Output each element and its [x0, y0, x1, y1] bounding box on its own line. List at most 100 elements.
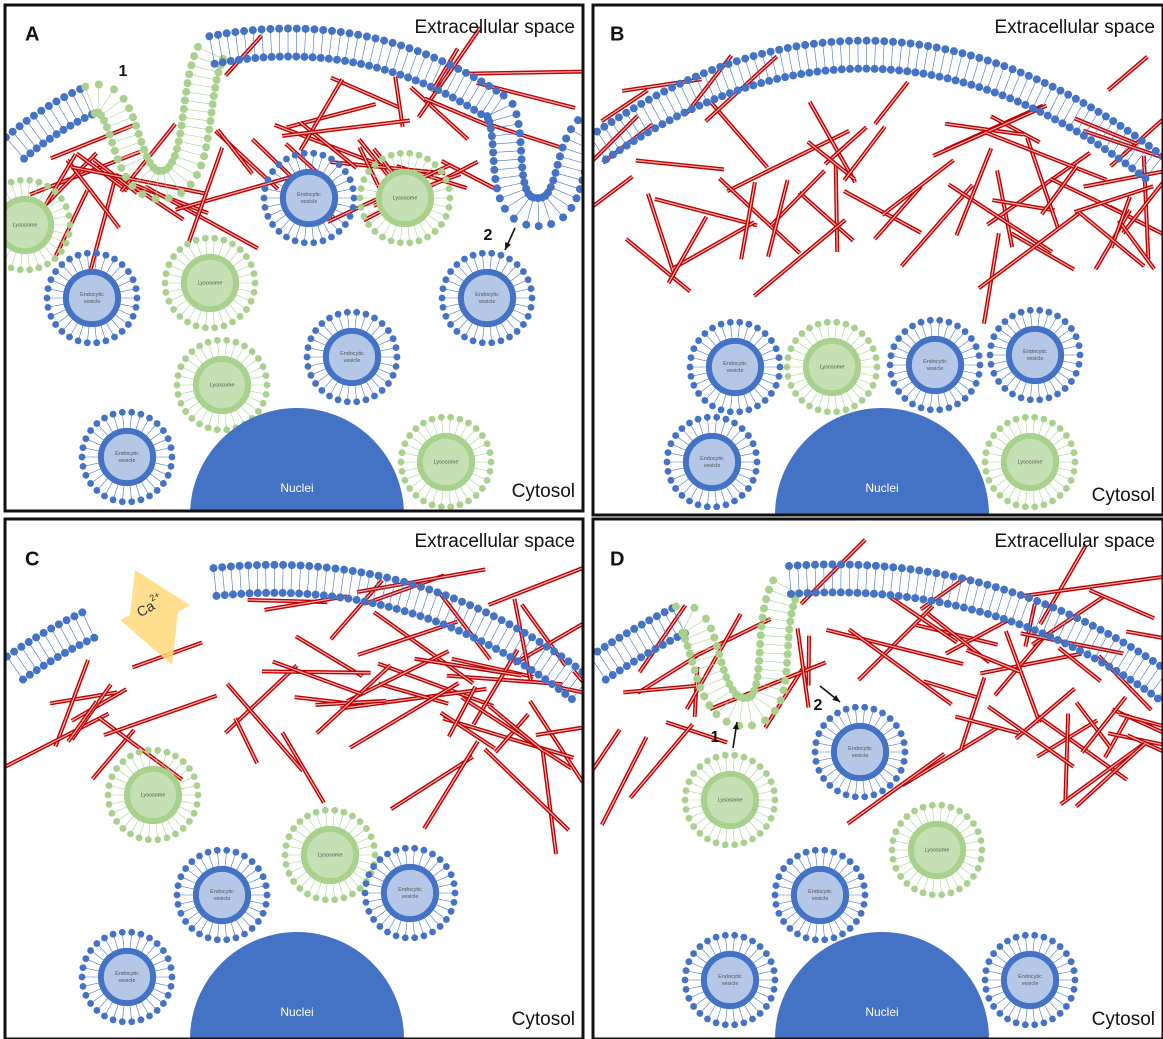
- lipid-head: [255, 865, 262, 872]
- lipid-head: [1087, 103, 1095, 111]
- lipid-head: [119, 498, 126, 505]
- lipid-head: [52, 268, 59, 275]
- lipid-head: [181, 96, 189, 104]
- lipid-head: [773, 75, 781, 83]
- lipid-head: [229, 241, 236, 248]
- lipid-tail: [932, 48, 937, 76]
- lipid-head: [406, 485, 413, 492]
- lipid-head: [895, 335, 902, 342]
- lipid-head: [335, 396, 342, 403]
- vesicle-label: Endocytic: [340, 351, 364, 357]
- lipid-head: [726, 89, 734, 97]
- lipid-head: [1049, 603, 1057, 611]
- lipid-head: [734, 86, 742, 94]
- lipid-head: [409, 580, 417, 588]
- lipid-head: [168, 964, 175, 971]
- lipid-head: [741, 754, 748, 761]
- lipid-head: [341, 809, 348, 816]
- lipid-head: [668, 84, 676, 92]
- lipid-head: [903, 813, 910, 820]
- lipid-head: [1112, 667, 1120, 675]
- lipid-head: [777, 696, 785, 704]
- lipid-head: [241, 931, 248, 938]
- lipid-head: [108, 773, 115, 780]
- vesicle-label: vesicle: [852, 753, 869, 759]
- lipid-head: [750, 477, 757, 484]
- lipid-tail: [185, 100, 213, 104]
- lipid-head: [420, 420, 427, 427]
- lipid-tail: [324, 568, 327, 596]
- lipid-head: [429, 929, 436, 936]
- lipid-head: [237, 246, 244, 253]
- lipid-head: [505, 620, 513, 628]
- lipid-head: [821, 936, 828, 943]
- lipid-head: [172, 753, 179, 760]
- lipid-head: [952, 76, 960, 84]
- lipid-head: [400, 578, 408, 586]
- lipid-head: [1149, 657, 1157, 665]
- lipid-head: [285, 870, 292, 877]
- lipid-head: [1044, 112, 1052, 120]
- lipid-head: [110, 411, 117, 418]
- lipid-head: [506, 334, 513, 341]
- lipid-head: [304, 891, 311, 898]
- lipid-head: [813, 739, 820, 746]
- lipid-head: [47, 276, 54, 283]
- lipid-head: [1068, 995, 1075, 1002]
- lipid-head: [784, 642, 792, 650]
- lipid-head: [58, 195, 65, 202]
- lipid-head: [911, 594, 919, 602]
- lipid-head: [357, 568, 365, 576]
- lipid-head: [240, 27, 248, 35]
- vesicle-label: vesicle: [722, 981, 739, 987]
- lipid-head: [95, 80, 103, 88]
- vesicle-label: Endocytic: [115, 971, 139, 977]
- lipid-head: [1101, 145, 1109, 153]
- lipid-head: [830, 66, 838, 74]
- lipid-head: [305, 344, 312, 351]
- lipid-head: [17, 643, 25, 651]
- lipid-head: [55, 620, 63, 628]
- lipid-head: [165, 261, 172, 268]
- lipid-tail: [923, 46, 928, 74]
- lipid-tail: [369, 38, 375, 65]
- lipid-tail: [915, 570, 919, 598]
- lipid-head: [205, 849, 212, 856]
- lipid-head: [960, 604, 968, 612]
- lipid-head: [813, 758, 820, 765]
- lipid-head: [865, 390, 872, 397]
- lipid-head: [704, 414, 711, 421]
- lipid-head: [889, 38, 897, 46]
- lipid-head: [396, 71, 404, 79]
- lipid-head: [8, 264, 15, 271]
- lipid-head: [967, 576, 975, 584]
- lipid-head: [775, 910, 782, 917]
- lipid-head: [489, 140, 497, 148]
- lipid-head: [39, 139, 47, 147]
- lipid-head: [45, 304, 52, 311]
- lipid-head: [676, 80, 684, 88]
- lipid-tail: [1003, 69, 1013, 95]
- lipid-head: [205, 424, 212, 431]
- lipid-head: [920, 804, 927, 811]
- lipid-head: [616, 146, 624, 154]
- lipid-head: [983, 468, 990, 475]
- lipid-head: [985, 477, 992, 484]
- vesicle-label: Endocytic: [475, 292, 499, 298]
- lipid-head: [763, 950, 770, 957]
- vesicle-label: Endocytic: [848, 746, 872, 752]
- vesicle-label: Endocytic: [210, 889, 234, 895]
- lipid-tail: [357, 572, 362, 600]
- lipid-head: [1102, 112, 1110, 120]
- lipid-head: [1063, 485, 1070, 492]
- lipid-head: [379, 387, 386, 394]
- lipid-head: [175, 137, 183, 145]
- lipid-head: [713, 754, 720, 761]
- lipid-head: [1119, 639, 1127, 647]
- lipid-tail: [948, 51, 954, 78]
- lipid-head: [901, 758, 908, 765]
- lipid-tail: [329, 31, 332, 59]
- lipid-head: [758, 614, 766, 622]
- lipid-tail: [1144, 666, 1160, 689]
- lipid-head: [279, 561, 287, 569]
